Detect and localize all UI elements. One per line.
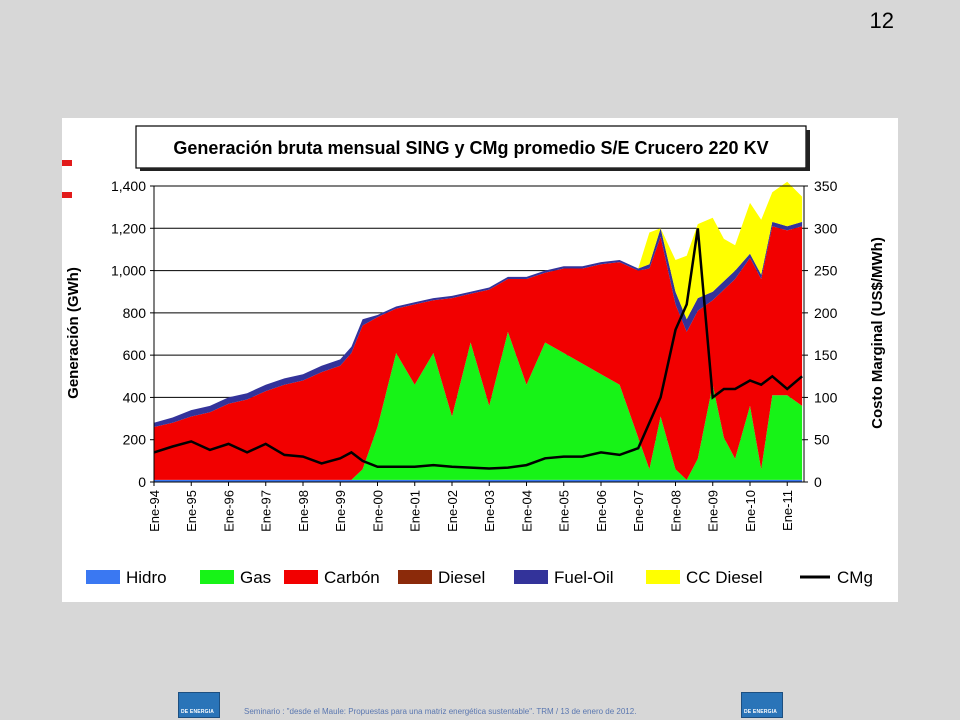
- series-line-cmg: [153, 228, 803, 470]
- chart-panel: Generación bruta mensual SING y CMg prom…: [62, 118, 898, 602]
- x-tick-label: Ene-01: [408, 490, 423, 532]
- x-tick-label: Ene-99: [333, 490, 348, 532]
- footer-logo-right: DE ENERGIA: [741, 692, 783, 718]
- legend-swatch-carb-n: [284, 570, 318, 584]
- plot-layer: 0 200 400 600 800 1,000 1,200 1,400 0 50 100 150 200…: [111, 178, 838, 532]
- chart-title-box-shadow: [140, 168, 810, 171]
- chart-title-box: [135, 125, 807, 169]
- y2-tick-label: 100: [814, 389, 838, 405]
- series-area-hidro: [154, 479, 803, 482]
- y2-tick-label: 300: [814, 220, 838, 236]
- x-tick-label: Ene-08: [669, 490, 684, 532]
- y-axis-right-label: Costo Marginal (US$/MWh): [869, 237, 886, 429]
- series-area-fuel-oil: [154, 221, 803, 427]
- y-tick-label: 0: [138, 474, 146, 490]
- chart-svg: Generación bruta mensual SING y CMg prom…: [65, 125, 886, 587]
- x-tick-label: Ene-07: [631, 490, 646, 532]
- x-tick-label: Ene-09: [706, 490, 721, 532]
- chart-title: Generación bruta mensual SING y CMg prom…: [173, 138, 768, 158]
- y-tick-label: 200: [123, 432, 147, 448]
- y-tick-label: 1,000: [111, 263, 146, 279]
- y-tick-label: 1,200: [111, 220, 146, 236]
- footer-text: Seminario : "desde el Maule: Propuestas …: [244, 707, 637, 716]
- series-area-carb-n: [154, 226, 803, 480]
- legend-swatch-diesel: [398, 570, 432, 584]
- y-tick-label: 600: [123, 347, 147, 363]
- x-tick-label: Ene-04: [520, 490, 535, 532]
- x-tick-label: Ene-05: [557, 490, 572, 532]
- legend-label: CMg: [837, 568, 873, 587]
- logo-text: DE ENERGIA: [181, 709, 215, 715]
- legend-label: Fuel-Oil: [554, 568, 614, 587]
- legend-swatch-gas: [200, 570, 234, 584]
- footer-logo-left: DE ENERGIA: [178, 692, 220, 718]
- x-tick-label: Ene-06: [594, 490, 609, 532]
- y2-tick-label: 250: [814, 263, 838, 279]
- x-tick-label: Ene-00: [371, 490, 386, 532]
- series-area-gas: [154, 331, 803, 480]
- slide-number: 12: [869, 8, 894, 33]
- legend-label: Carbón: [324, 568, 380, 587]
- legend-label: Diesel: [438, 568, 485, 587]
- x-tick-label: Ene-94: [147, 490, 162, 532]
- x-tick-label: Ene-11: [780, 490, 795, 531]
- x-tick-label: Ene-03: [482, 490, 497, 532]
- legend-label: CC Diesel: [686, 568, 763, 587]
- y-tick-label: 400: [123, 389, 147, 405]
- legend-label: Gas: [240, 568, 271, 587]
- y2-tick-label: 200: [814, 305, 838, 321]
- y-axis-left-label: Generación (GWh): [65, 267, 82, 399]
- y2-tick-label: 350: [814, 178, 838, 194]
- legend-swatch-cc-diesel: [646, 570, 680, 584]
- x-tick-label: Ene-95: [184, 490, 199, 532]
- plot-border: [153, 185, 805, 483]
- chart-title-box-shadow: [806, 130, 810, 171]
- y2-tick-label: 50: [814, 432, 830, 448]
- y2-tick-label: 150: [814, 347, 838, 363]
- x-tick-label: Ene-96: [222, 490, 237, 532]
- x-tick-label: Ene-10: [743, 490, 758, 532]
- logo-text: DE ENERGIA: [744, 709, 778, 715]
- legend-swatch-fuel-oil: [514, 570, 548, 584]
- y2-tick-label: 0: [814, 474, 822, 490]
- x-tick-label: Ene-98: [296, 490, 311, 532]
- red-mark-decoration: [62, 192, 72, 198]
- legend: Hidro Gas Carbón Diesel Fuel-Oil CC Diesel CMg: [86, 568, 873, 587]
- red-mark-decoration: [62, 160, 72, 166]
- y-tick-label: 800: [123, 305, 147, 321]
- x-tick-label: Ene-02: [445, 490, 460, 532]
- legend-swatch-hidro: [86, 570, 120, 584]
- y-tick-label: 1,400: [111, 178, 146, 194]
- x-tick-label: Ene-97: [259, 490, 274, 532]
- legend-label: Hidro: [126, 568, 167, 587]
